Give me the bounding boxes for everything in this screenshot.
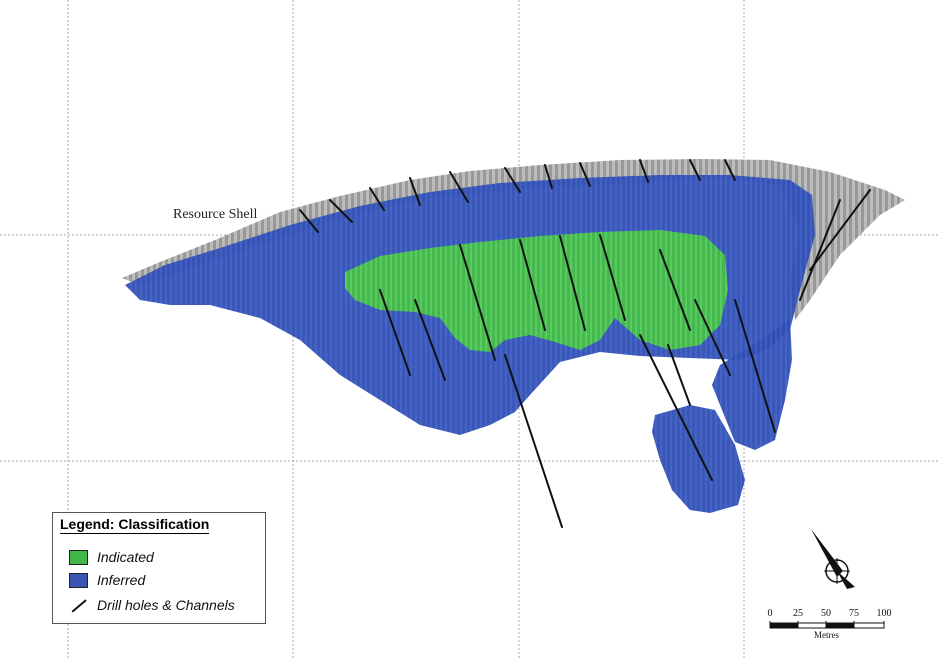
scale-bar-graphic (769, 621, 885, 629)
legend: Legend: Classification Indicated Inferre… (52, 512, 266, 624)
legend-label-inferred: Inferred (97, 572, 146, 588)
legend-label-indicated: Indicated (97, 549, 154, 565)
scale-bar: 0 25 50 75 100 Metres (764, 608, 898, 642)
scale-unit: Metres (814, 630, 839, 640)
resource-shell-label: Resource Shell (173, 207, 258, 222)
scale-tick: 75 (849, 608, 859, 619)
inferred-swatch (69, 572, 88, 588)
scale-tick: 100 (876, 608, 892, 619)
drill-hole-line-icon (69, 598, 88, 613)
legend-title: Legend: Classification (60, 516, 210, 534)
north-arrow-icon (803, 525, 863, 595)
legend-label-drill-holes: Drill holes & Channels (97, 597, 235, 613)
drill-holes (299, 159, 871, 528)
scale-tick: 25 (793, 608, 803, 619)
scale-tick: 50 (821, 608, 831, 619)
inferred-lobe-bottom (652, 405, 745, 513)
indicated-swatch (69, 549, 88, 565)
legend-item-drill-holes: Drill holes & Channels (69, 595, 235, 615)
legend-item-indicated: Indicated (69, 547, 154, 567)
indicated-body (345, 230, 728, 352)
legend-item-inferred: Inferred (69, 570, 145, 590)
resource-shell (122, 159, 905, 320)
scale-tick: 0 (767, 608, 773, 619)
inferred-lobe-right (712, 318, 792, 450)
